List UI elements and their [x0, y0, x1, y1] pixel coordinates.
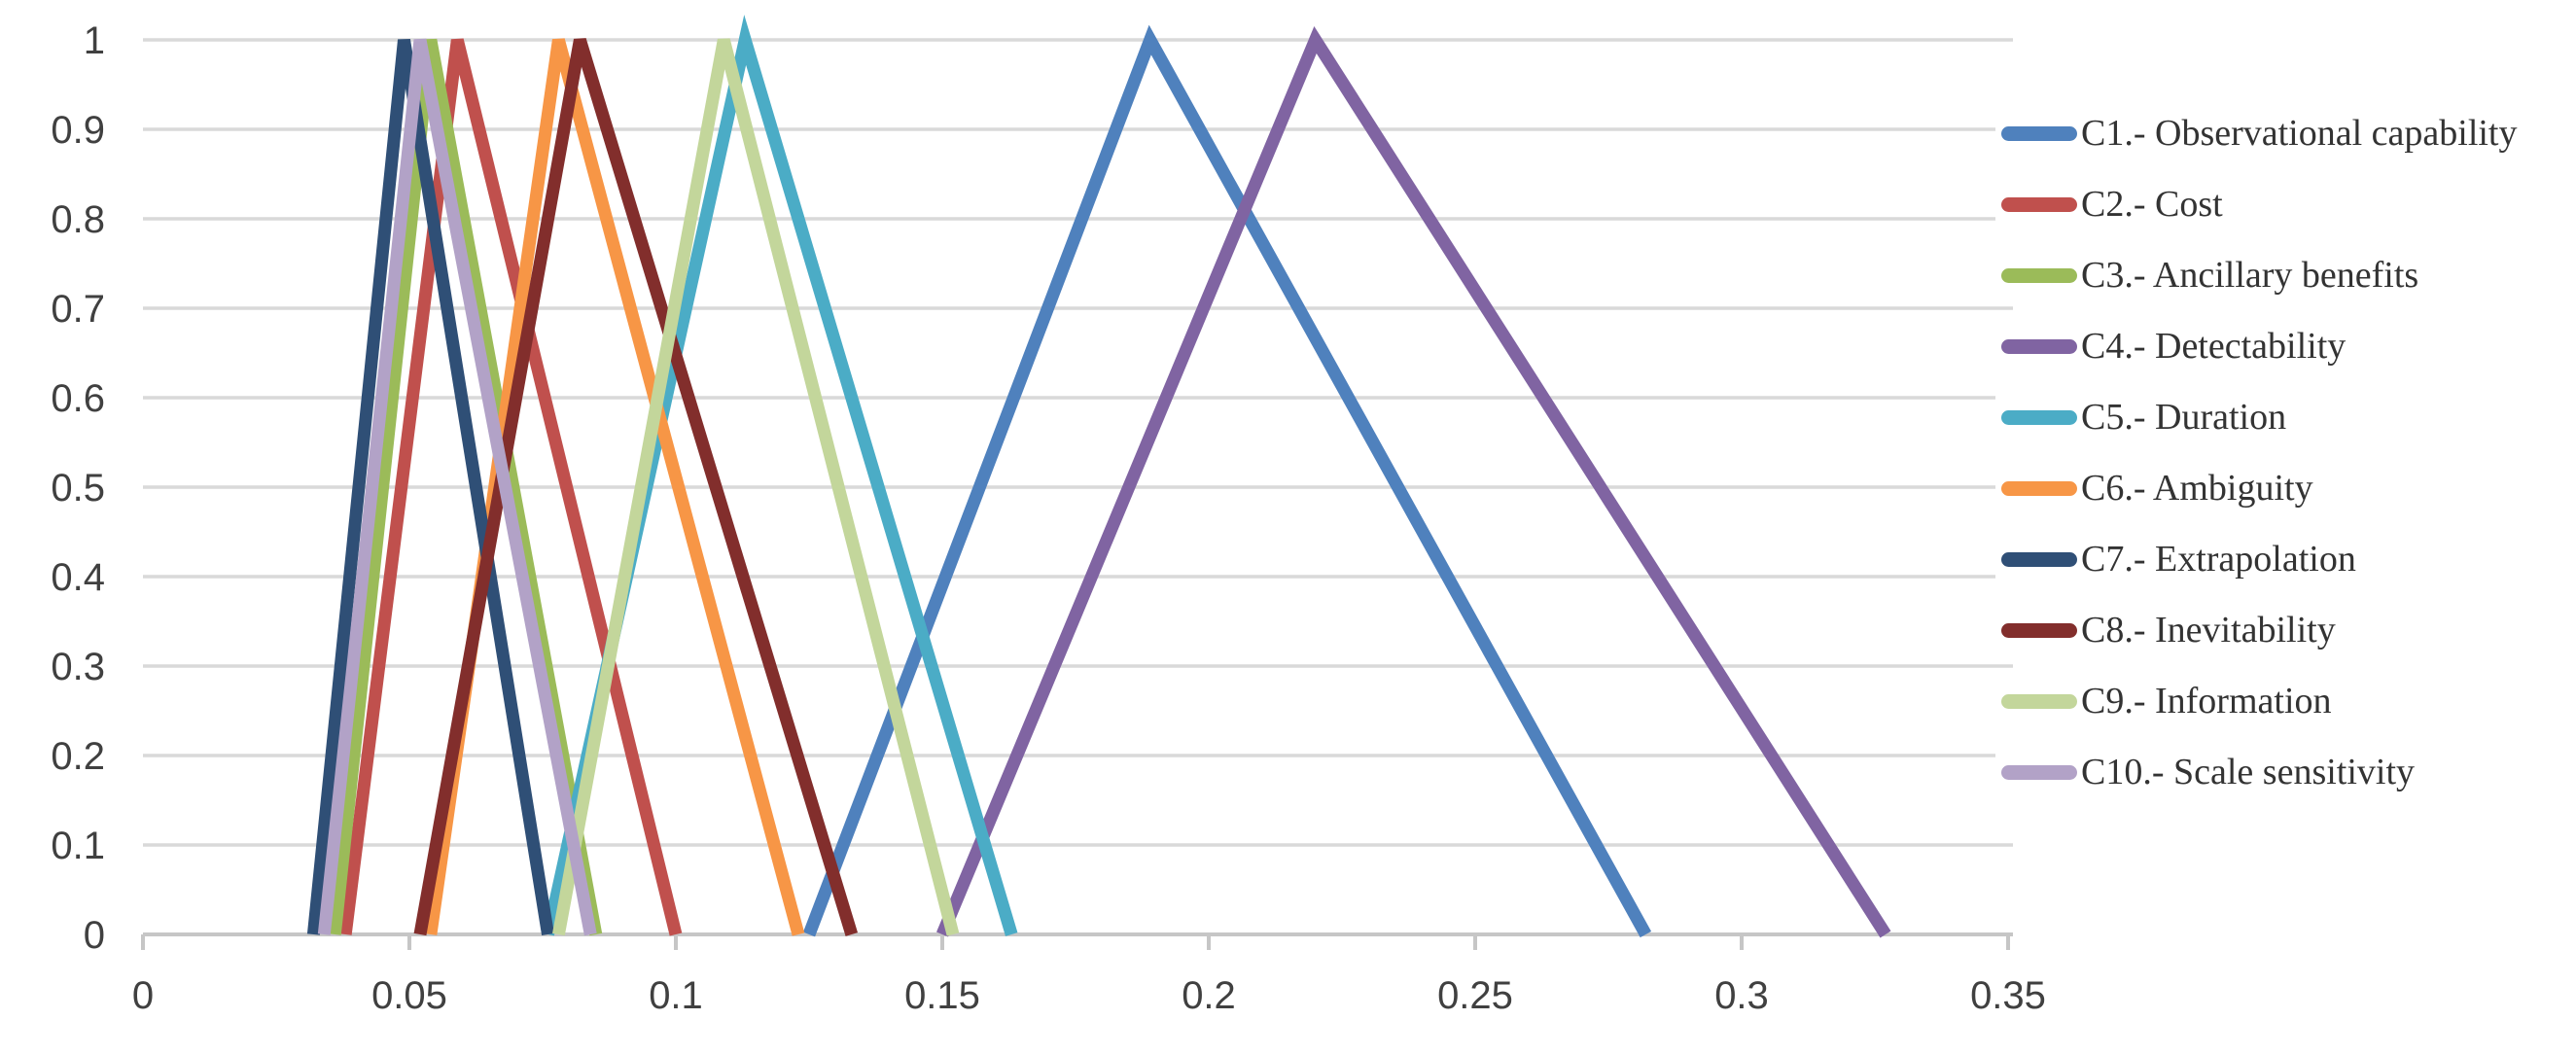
- y-tick-label: 0.3: [51, 646, 105, 688]
- legend-label-c3: C3.- Ancillary benefits: [2081, 255, 2419, 296]
- legend-item-c1: C1.- Observational capability: [1995, 108, 2518, 158]
- x-tick-label: 0.35: [1970, 974, 2046, 1017]
- series-line-c7: [306, 38, 554, 936]
- legend-item-c5: C5.- Duration: [1995, 392, 2287, 442]
- legend-item-c10: C10.- Scale sensitivity: [1995, 747, 2416, 797]
- legend-label-c5: C5.- Duration: [2081, 397, 2287, 438]
- x-tick-label: 0.3: [1714, 974, 1769, 1017]
- legend-item-c6: C6.- Ambiguity: [1995, 463, 2313, 513]
- x-tick-label: 0.15: [904, 974, 980, 1017]
- series-line-c8: [413, 38, 859, 936]
- legend-swatch-c4: [2001, 338, 2077, 354]
- series-line-c3: [328, 38, 603, 936]
- y-tick-label: 0.2: [51, 735, 105, 778]
- y-tick-label: 1: [84, 19, 105, 62]
- legend-label-c10: C10.- Scale sensitivity: [2081, 752, 2416, 792]
- legend: C1.- Observational capability C2.- Cost C3…: [1995, 0, 2576, 1055]
- legend-swatch-c1: [2001, 125, 2077, 141]
- legend-item-c7: C7.- Extrapolation: [1995, 534, 2356, 584]
- legend-item-c3: C3.- Ancillary benefits: [1995, 250, 2419, 300]
- y-tick-label: 0.7: [51, 288, 105, 331]
- series-line-c9: [552, 38, 960, 936]
- legend-item-c2: C2.- Cost: [1995, 179, 2223, 229]
- legend-swatch-c7: [2001, 551, 2077, 567]
- legend-swatch-c5: [2001, 409, 2077, 425]
- y-tick-label: 0.8: [51, 198, 105, 241]
- legend-item-c4: C4.- Detectability: [1995, 321, 2347, 371]
- y-tick-label: 0: [84, 914, 105, 957]
- legend-label-c2: C2.- Cost: [2081, 184, 2223, 225]
- y-tick-label: 0.4: [51, 556, 105, 599]
- series-line-c10: [317, 38, 597, 936]
- legend-swatch-c9: [2001, 693, 2077, 709]
- y-tick-label: 0.9: [51, 109, 105, 152]
- legend-label-c4: C4.- Detectability: [2081, 326, 2347, 367]
- legend-label-c1: C1.- Observational capability: [2081, 113, 2518, 154]
- legend-swatch-c10: [2001, 764, 2077, 780]
- legend-label-c6: C6.- Ambiguity: [2081, 468, 2313, 509]
- legend-label-c8: C8.- Inevitability: [2081, 610, 2336, 651]
- y-tick-label: 0.1: [51, 825, 105, 867]
- legend-swatch-c6: [2001, 480, 2077, 496]
- series-line-c4: [936, 26, 1891, 938]
- y-tick-label: 0.6: [51, 377, 105, 420]
- x-tick-label: 0: [132, 974, 154, 1017]
- legend-label-c7: C7.- Extrapolation: [2081, 539, 2356, 580]
- legend-swatch-c3: [2001, 267, 2077, 283]
- y-tick-label: 0.5: [51, 467, 105, 510]
- legend-item-c8: C8.- Inevitability: [1995, 605, 2336, 655]
- legend-item-c9: C9.- Information: [1995, 676, 2332, 726]
- series-line-c2: [338, 38, 683, 936]
- legend-label-c9: C9.- Information: [2081, 681, 2332, 721]
- legend-swatch-c8: [2001, 622, 2077, 638]
- x-tick-label: 0.25: [1437, 974, 1513, 1017]
- x-tick-label: 0.05: [371, 974, 447, 1017]
- legend-swatch-c2: [2001, 196, 2077, 212]
- x-tick-label: 0.1: [649, 974, 703, 1017]
- x-tick-label: 0.2: [1182, 974, 1236, 1017]
